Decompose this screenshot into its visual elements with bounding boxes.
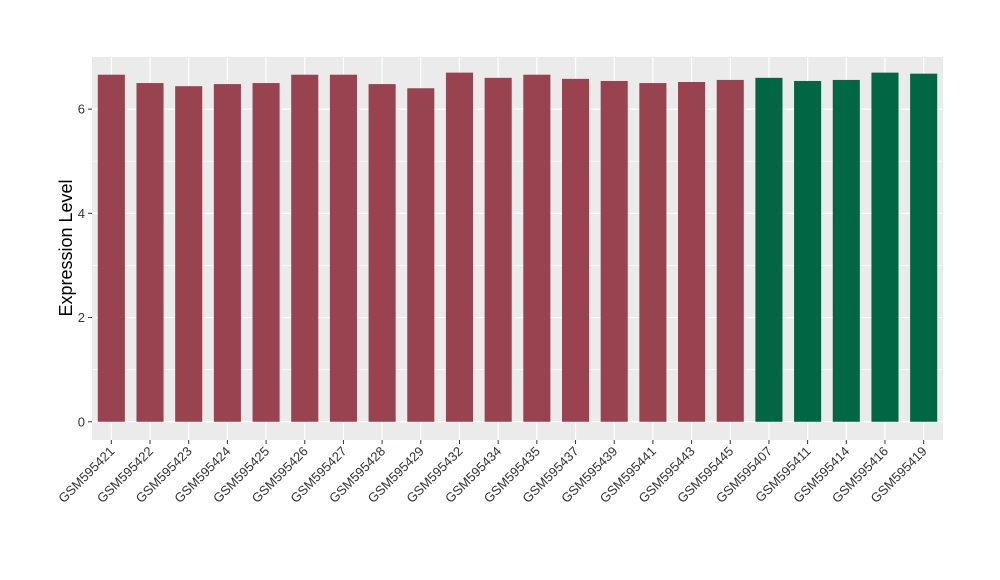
bar-GSM595422 bbox=[136, 83, 164, 422]
bar-GSM595441 bbox=[639, 83, 667, 422]
y-tick-label: 4 bbox=[78, 206, 85, 221]
bar-GSM595407 bbox=[755, 77, 783, 422]
bar-GSM595429 bbox=[407, 88, 435, 422]
bar-GSM595411 bbox=[794, 80, 822, 422]
bar-GSM595416 bbox=[871, 72, 899, 422]
bar-GSM595434 bbox=[484, 77, 512, 422]
bar-GSM595445 bbox=[716, 79, 744, 422]
bar-GSM595419 bbox=[910, 73, 938, 422]
bar-GSM595421 bbox=[97, 74, 125, 422]
bar-GSM595425 bbox=[252, 83, 280, 422]
bar-GSM595426 bbox=[291, 74, 319, 422]
y-axis-title: Expression Level bbox=[56, 179, 76, 316]
bar-GSM595428 bbox=[368, 84, 396, 422]
bar-GSM595435 bbox=[523, 74, 551, 422]
bars bbox=[97, 72, 938, 422]
bar-GSM595414 bbox=[832, 79, 860, 422]
y-tick-label: 2 bbox=[78, 310, 85, 325]
bar-GSM595424 bbox=[213, 84, 241, 422]
y-tick-label: 6 bbox=[78, 102, 85, 117]
y-tick-label: 0 bbox=[78, 414, 85, 429]
bar-GSM595427 bbox=[329, 74, 357, 422]
y-axis: 0 2 4 6 bbox=[78, 102, 92, 429]
bar-GSM595437 bbox=[561, 78, 590, 422]
bar-GSM595439 bbox=[600, 80, 628, 422]
x-axis: GSM595421GSM595422GSM595423GSM595424GSM5… bbox=[55, 440, 930, 506]
bar-GSM595443 bbox=[678, 82, 706, 422]
bar-GSM595432 bbox=[445, 72, 474, 422]
bar-GSM595423 bbox=[175, 86, 203, 422]
